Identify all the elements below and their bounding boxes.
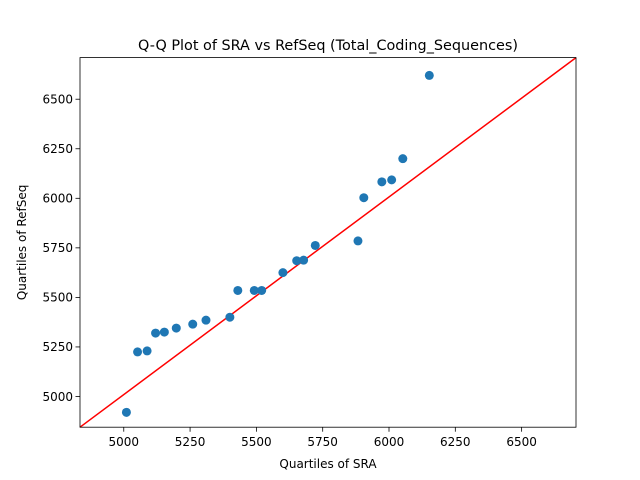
y-tick-label: 6250	[42, 142, 73, 156]
x-tick-label: 6000	[374, 435, 405, 449]
data-point	[359, 193, 369, 203]
axes-frame	[79, 57, 577, 428]
y-tick-label: 5250	[42, 340, 73, 354]
x-axis-label: Quartiles of SRA	[279, 457, 377, 471]
data-point	[257, 285, 267, 295]
data-point	[424, 70, 434, 80]
data-point	[121, 407, 131, 417]
data-point	[225, 312, 235, 322]
data-point	[171, 323, 181, 333]
data-point	[249, 285, 259, 295]
y-tick-label: 5000	[42, 390, 73, 404]
data-point	[151, 328, 161, 338]
data-point	[377, 177, 387, 187]
data-point	[233, 285, 243, 295]
x-tick-label: 5500	[241, 435, 272, 449]
x-tick-label: 6250	[440, 435, 471, 449]
x-tick-label: 5000	[108, 435, 139, 449]
x-tick-label: 5250	[175, 435, 206, 449]
x-axis-ticks: 5000 5250 5500 5750 6000 6250 6500	[108, 427, 537, 449]
x-tick-label: 5750	[307, 435, 338, 449]
y-tick-label: 5750	[42, 241, 73, 255]
y-tick-label: 6000	[42, 192, 73, 206]
data-point	[353, 236, 363, 246]
data-point	[299, 255, 309, 265]
chart-title: Q-Q Plot of SRA vs RefSeq (Total_Coding_…	[138, 38, 518, 54]
data-point	[310, 240, 320, 250]
data-point	[292, 256, 302, 266]
data-point	[188, 319, 198, 329]
y-axis-ticks: 5000 5250 5500 5750 6000 6250 6500	[42, 93, 80, 404]
data-marks	[79, 56, 577, 428]
data-point	[278, 268, 288, 278]
data-point	[201, 315, 211, 325]
data-point	[142, 346, 152, 356]
y-tick-label: 6500	[42, 93, 73, 107]
y-axis-label: Quartiles of RefSeq	[15, 185, 29, 301]
data-point	[387, 175, 397, 185]
data-point	[159, 327, 169, 337]
data-point	[398, 154, 408, 164]
x-tick-label: 6500	[506, 435, 537, 449]
y-tick-label: 5500	[42, 291, 73, 305]
reference-line	[79, 56, 577, 428]
data-point	[133, 347, 143, 357]
